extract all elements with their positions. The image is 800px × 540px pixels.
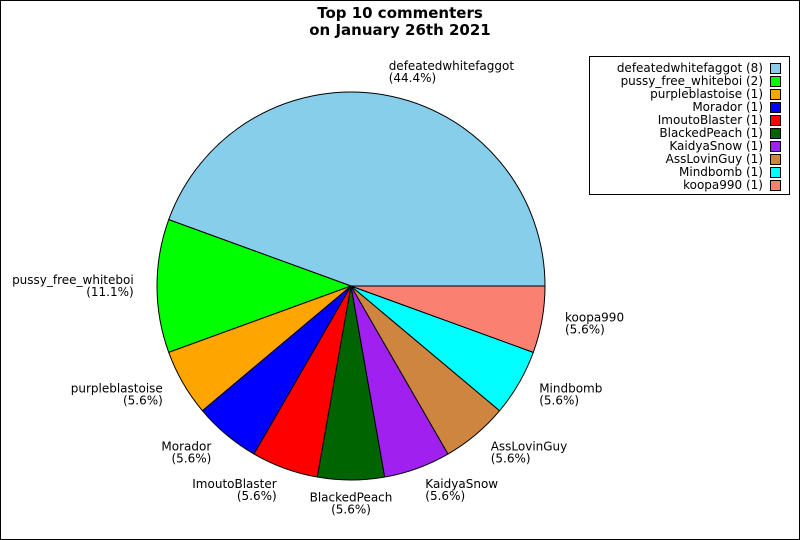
legend-item-BlackedPeach: BlackedPeach (1) xyxy=(659,127,781,140)
slice-percent-pussy_free_whiteboi: (11.1%) xyxy=(86,285,133,299)
slice-percent-Mindbomb: (5.6%) xyxy=(539,394,579,408)
chart-legend: defeatedwhitefaggot (8) pussy_free_whiteb… xyxy=(589,56,790,195)
legend-swatch xyxy=(770,167,781,178)
pie-slice-pussy_free_whiteboi xyxy=(156,219,352,353)
legend-label: ImoutoBlaster (1) xyxy=(657,113,763,127)
legend-label: Morador (1) xyxy=(692,100,763,114)
legend-label: pussy_free_whiteboi (2) xyxy=(620,74,763,88)
slice-percent-KaidyaSnow: (5.6%) xyxy=(425,489,465,503)
legend-label: BlackedPeach (1) xyxy=(659,126,763,140)
legend-item-Mindbomb: Mindbomb (1) xyxy=(679,166,781,179)
slice-label-koopa990: koopa990 xyxy=(565,311,624,325)
legend-swatch xyxy=(770,76,781,87)
legend-item-defeatedwhitefaggot: defeatedwhitefaggot (8) xyxy=(617,62,781,75)
legend-item-AssLovinGuy: AssLovinGuy (1) xyxy=(666,153,781,166)
legend-swatch xyxy=(770,102,781,113)
legend-label: AssLovinGuy (1) xyxy=(665,152,763,166)
legend-swatch xyxy=(770,63,781,74)
legend-swatch xyxy=(770,128,781,139)
legend-label: Mindbomb (1) xyxy=(679,165,763,179)
pie-slice-defeatedwhitefaggot xyxy=(168,91,546,287)
legend-swatch xyxy=(770,180,781,191)
slice-percent-purpleblastoise: (5.6%) xyxy=(123,394,163,408)
slice-percent-Morador: (5.6%) xyxy=(171,451,211,465)
chart-title-line-1: Top 10 commenters xyxy=(317,4,483,22)
slice-percent-ImoutoBlaster: (5.6%) xyxy=(237,489,277,503)
legend-swatch xyxy=(770,141,781,152)
legend-item-KaidyaSnow: KaidyaSnow (1) xyxy=(669,140,781,153)
slice-percent-AssLovinGuy: (5.6%) xyxy=(491,451,531,465)
slice-label-ImoutoBlaster: ImoutoBlaster xyxy=(192,477,276,491)
pie-slice-koopa990 xyxy=(350,285,546,353)
slice-label-Mindbomb: Mindbomb xyxy=(539,382,602,396)
legend-item-ImoutoBlaster: ImoutoBlaster (1) xyxy=(658,114,781,127)
legend-swatch xyxy=(770,89,781,100)
slice-percent-koopa990: (5.6%) xyxy=(565,323,605,337)
legend-item-purpleblastoise: purpleblastoise (1) xyxy=(650,88,781,101)
legend-label: koopa990 (1) xyxy=(683,178,763,192)
legend-label: purpleblastoise (1) xyxy=(650,87,763,101)
slice-percent-defeatedwhitefaggot: (44.4%) xyxy=(389,71,436,85)
chart-title: Top 10 commenters on January 26th 2021 xyxy=(1,5,799,39)
slice-label-KaidyaSnow: KaidyaSnow xyxy=(425,477,498,491)
slice-percent-BlackedPeach: (5.6%) xyxy=(331,502,371,516)
slice-label-Morador: Morador xyxy=(161,439,211,453)
legend-item-Morador: Morador (1) xyxy=(692,101,781,114)
slice-label-pussy_free_whiteboi: pussy_free_whiteboi xyxy=(12,273,134,287)
legend-label: defeatedwhitefaggot (8) xyxy=(616,61,763,75)
legend-swatch xyxy=(770,154,781,165)
legend-item-pussy_free_whiteboi: pussy_free_whiteboi (2) xyxy=(621,75,781,88)
slice-label-defeatedwhitefaggot: defeatedwhitefaggot xyxy=(389,59,515,73)
legend-label: KaidyaSnow (1) xyxy=(669,139,763,153)
legend-item-koopa990: koopa990 (1) xyxy=(683,179,781,192)
slice-label-purpleblastoise: purpleblastoise xyxy=(71,382,163,396)
slice-label-AssLovinGuy: AssLovinGuy xyxy=(491,439,568,453)
slice-label-BlackedPeach: BlackedPeach xyxy=(310,490,393,504)
legend-swatch xyxy=(770,115,781,126)
chart-title-line-2: on January 26th 2021 xyxy=(309,21,491,39)
